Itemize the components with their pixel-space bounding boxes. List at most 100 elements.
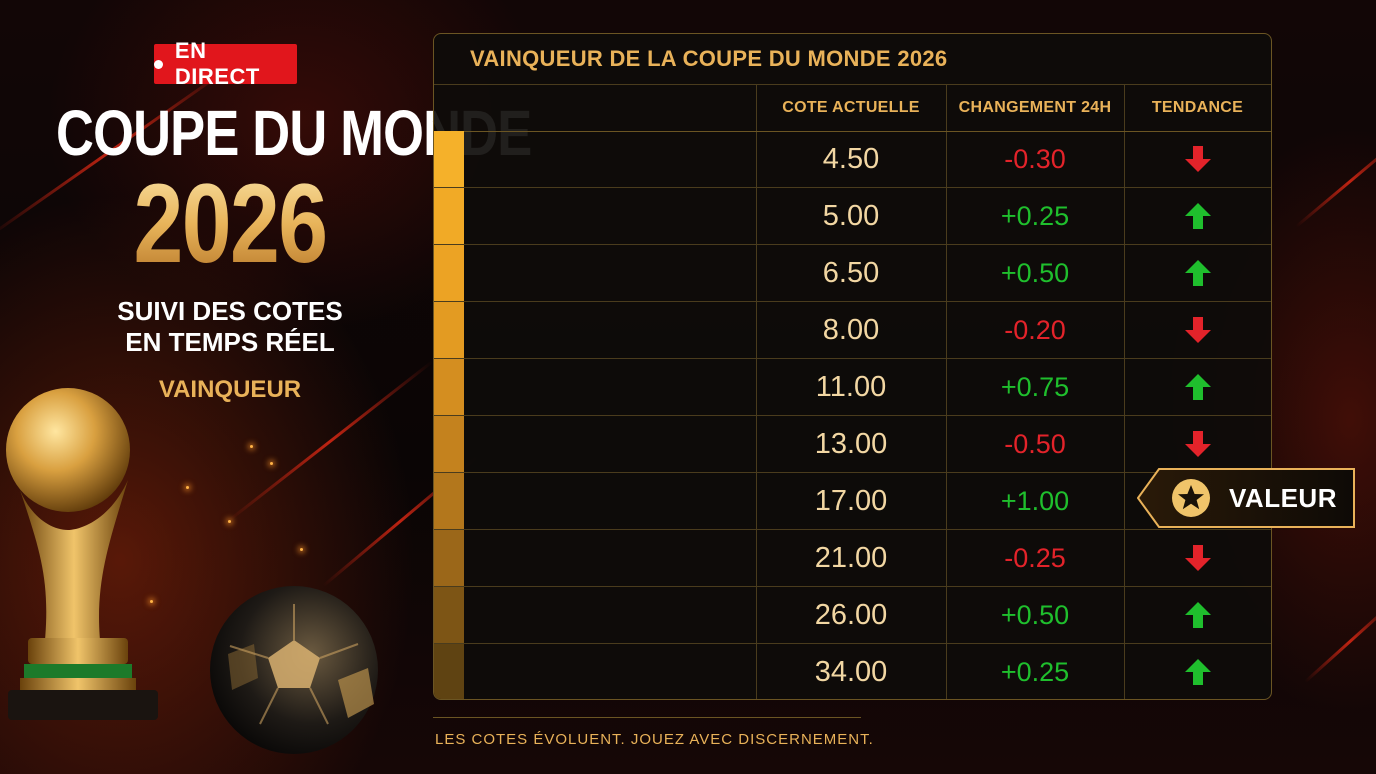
table-row[interactable]: 21.00 -0.25 bbox=[434, 530, 1271, 587]
odds-value: 8.00 bbox=[822, 313, 880, 346]
trophy-icon bbox=[6, 388, 158, 720]
trend-cell bbox=[1124, 587, 1271, 643]
table-body: 4.50 -0.30 5.00 +0.25 6.50 +0.50 8.00 -0.20 11.0… bbox=[434, 131, 1271, 699]
odds-value: 4.50 bbox=[822, 142, 880, 175]
team-name bbox=[464, 530, 756, 586]
table-row[interactable]: 8.00 -0.20 bbox=[434, 302, 1271, 359]
arrow-up-icon bbox=[1184, 602, 1211, 628]
column-divider bbox=[946, 84, 947, 699]
category-label: VAINQUEUR bbox=[158, 376, 302, 403]
team-name bbox=[464, 188, 756, 244]
rank-bar bbox=[434, 188, 464, 244]
team-name bbox=[464, 644, 756, 699]
team-name bbox=[464, 359, 756, 415]
rank-bar bbox=[434, 131, 464, 187]
arrow-down-icon bbox=[1184, 545, 1211, 571]
disclaimer: LES COTES ÉVOLUENT. JOUEZ AVEC DISCERNEM… bbox=[435, 731, 874, 748]
rank-bar bbox=[434, 530, 464, 586]
trend-cell bbox=[1124, 416, 1271, 472]
trend-cell bbox=[1124, 188, 1271, 244]
trend-cell bbox=[1124, 359, 1271, 415]
change-value: +0.75 bbox=[1000, 371, 1070, 402]
rank-bar bbox=[434, 644, 464, 699]
subtitle-line-2: EN TEMPS RÉEL bbox=[125, 327, 335, 357]
trend-cell bbox=[1124, 530, 1271, 586]
change-value: +0.25 bbox=[1000, 200, 1070, 231]
table-row[interactable]: 17.00 +1.00 bbox=[434, 473, 1271, 530]
team-name bbox=[464, 131, 756, 187]
odds-value: 5.00 bbox=[822, 199, 880, 232]
team-name bbox=[464, 245, 756, 301]
rank-bar bbox=[434, 416, 464, 472]
header-team bbox=[464, 85, 756, 131]
header-change: CHANGEMENT 24H bbox=[958, 99, 1112, 116]
change-value: +0.25 bbox=[1000, 656, 1070, 687]
odds-value: 13.00 bbox=[814, 427, 888, 460]
table-row[interactable]: 5.00 +0.25 bbox=[434, 188, 1271, 245]
change-value: -0.50 bbox=[1004, 428, 1066, 459]
spark bbox=[300, 548, 303, 551]
subtitle-line-1: SUIVI DES COTES bbox=[117, 296, 343, 326]
table-header: COTE ACTUELLE CHANGEMENT 24H TENDANCE bbox=[434, 84, 1271, 132]
rank-bar bbox=[434, 359, 464, 415]
soccer-ball-icon bbox=[210, 586, 378, 754]
odds-value: 17.00 bbox=[814, 484, 888, 517]
odds-value: 34.00 bbox=[814, 655, 888, 688]
trend-cell bbox=[1124, 245, 1271, 301]
table-row[interactable]: 26.00 +0.50 bbox=[434, 587, 1271, 644]
trend-cell bbox=[1124, 131, 1271, 187]
table-row[interactable]: 34.00 +0.25 bbox=[434, 644, 1271, 699]
page-title: COUPE DU MONDE bbox=[56, 97, 532, 169]
team-name bbox=[464, 587, 756, 643]
rank-bar bbox=[434, 587, 464, 643]
odds-value: 26.00 bbox=[814, 598, 888, 631]
spark bbox=[228, 520, 231, 523]
odds-value: 21.00 bbox=[814, 541, 888, 574]
change-value: -0.30 bbox=[1004, 143, 1066, 174]
arrow-down-icon bbox=[1184, 431, 1211, 457]
live-badge-label: EN DIRECT bbox=[174, 38, 260, 89]
spark bbox=[250, 445, 253, 448]
odds-value: 6.50 bbox=[822, 256, 880, 289]
change-value: -0.25 bbox=[1004, 542, 1066, 573]
arrow-up-icon bbox=[1184, 659, 1211, 685]
table-row[interactable]: 4.50 -0.30 bbox=[434, 131, 1271, 188]
rank-bar bbox=[434, 473, 464, 529]
team-name bbox=[464, 416, 756, 472]
arrow-down-icon bbox=[1184, 146, 1211, 172]
header-odds: COTE ACTUELLE bbox=[782, 99, 920, 116]
header-trend: TENDANCE bbox=[1151, 99, 1244, 116]
arrow-up-icon bbox=[1184, 374, 1211, 400]
live-badge: EN DIRECT bbox=[154, 38, 297, 89]
value-callout[interactable]: VALEUR bbox=[1137, 468, 1355, 528]
team-name bbox=[464, 302, 756, 358]
spark bbox=[270, 462, 273, 465]
column-divider bbox=[756, 84, 757, 699]
arrow-down-icon bbox=[1184, 317, 1211, 343]
rank-bar bbox=[434, 302, 464, 358]
arrow-up-icon bbox=[1184, 203, 1211, 229]
footer-divider bbox=[433, 717, 861, 718]
team-name bbox=[464, 473, 756, 529]
odds-value: 11.00 bbox=[815, 370, 887, 403]
trend-cell bbox=[1124, 302, 1271, 358]
change-value: +0.50 bbox=[1000, 599, 1070, 630]
rank-bar bbox=[434, 245, 464, 301]
live-dot-icon bbox=[154, 59, 163, 69]
star-icon bbox=[1172, 479, 1210, 517]
subtitle: SUIVI DES COTES EN TEMPS RÉEL bbox=[40, 296, 420, 358]
spark bbox=[186, 486, 189, 489]
value-callout-label: VALEUR bbox=[1229, 482, 1337, 513]
table-row[interactable]: 11.00 +0.75 bbox=[434, 359, 1271, 416]
spark bbox=[150, 600, 153, 603]
trend-cell bbox=[1124, 644, 1271, 699]
arrow-up-icon bbox=[1184, 260, 1211, 286]
change-value: -0.20 bbox=[1004, 314, 1066, 345]
table-row[interactable]: 13.00 -0.50 bbox=[434, 416, 1271, 473]
title-year: 2026 bbox=[62, 168, 398, 280]
table-row[interactable]: 6.50 +0.50 bbox=[434, 245, 1271, 302]
odds-table: VAINQUEUR DE LA COUPE DU MONDE 2026 COTE… bbox=[433, 33, 1272, 700]
change-value: +0.50 bbox=[1000, 257, 1070, 288]
column-divider bbox=[1124, 84, 1125, 699]
change-value: +1.00 bbox=[1000, 485, 1070, 516]
